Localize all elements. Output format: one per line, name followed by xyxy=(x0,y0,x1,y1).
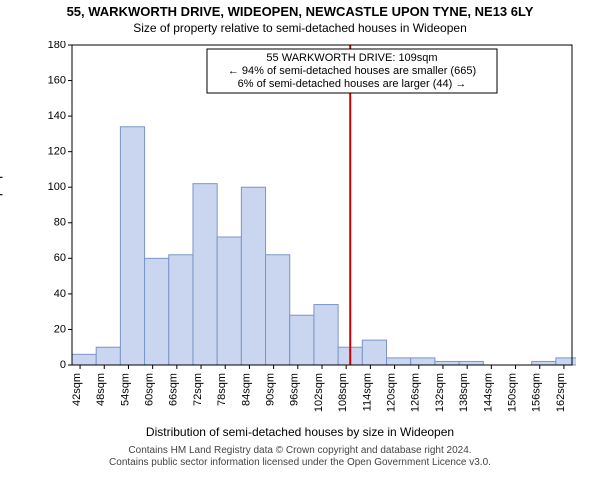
histogram-bar xyxy=(411,358,435,365)
y-tick-label: 20 xyxy=(54,323,66,335)
y-tick-label: 80 xyxy=(54,217,66,229)
x-tick-label: 126sqm xyxy=(410,373,422,412)
histogram-bar xyxy=(532,361,556,365)
x-tick-label: 60sqm xyxy=(144,373,156,406)
y-axis-label: Number of semi-detached properties xyxy=(0,143,3,338)
x-tick-label: 102sqm xyxy=(313,373,325,412)
x-tick-label: 54sqm xyxy=(119,373,131,406)
histogram-bar xyxy=(96,347,120,365)
x-tick-label: 66sqm xyxy=(168,373,180,406)
chart-container: Number of semi-detached properties 02040… xyxy=(24,41,576,439)
x-tick-label: 162sqm xyxy=(555,373,567,412)
x-tick-label: 114sqm xyxy=(361,373,373,411)
histogram-bar xyxy=(362,340,386,365)
y-tick-label: 0 xyxy=(60,359,66,371)
page-title: 55, WARKWORTH DRIVE, WIDEOPEN, NEWCASTLE… xyxy=(67,4,534,19)
histogram-bar xyxy=(72,354,96,365)
histogram-bar xyxy=(169,255,193,365)
histogram-bar xyxy=(145,258,169,365)
y-tick-label: 160 xyxy=(48,74,66,86)
y-tick-label: 60 xyxy=(54,252,66,264)
footer-line-1: Contains HM Land Registry data © Crown c… xyxy=(109,445,491,457)
histogram-bar xyxy=(556,358,576,365)
y-tick-label: 100 xyxy=(48,181,66,193)
x-tick-label: 138sqm xyxy=(458,373,470,412)
footer-attribution: Contains HM Land Registry data © Crown c… xyxy=(109,445,491,469)
histogram-bar xyxy=(387,358,411,365)
footer-line-2: Contains public sector information licen… xyxy=(109,457,491,469)
annotation-line-1: 55 WARKWORTH DRIVE: 109sqm xyxy=(266,52,437,64)
annotation-line-3: 6% of semi-detached houses are larger (4… xyxy=(238,78,467,90)
x-tick-label: 42sqm xyxy=(71,373,83,406)
x-tick-label: 78sqm xyxy=(216,373,228,406)
x-tick-label: 120sqm xyxy=(385,373,397,412)
page-subtitle: Size of property relative to semi-detach… xyxy=(133,21,467,35)
x-tick-label: 48sqm xyxy=(95,373,107,406)
histogram-bar xyxy=(120,127,144,365)
x-tick-label: 84sqm xyxy=(240,373,252,406)
histogram-bar xyxy=(266,255,290,365)
y-tick-label: 180 xyxy=(48,41,66,51)
x-tick-label: 132sqm xyxy=(434,373,446,412)
histogram-chart: 0 20 40 60 80 100 120 140 160 180 42sqm 48sqm 54sqm 6… xyxy=(24,41,576,423)
histogram-bar xyxy=(435,361,459,365)
annotation-line-2: ← 94% of semi-detached houses are smalle… xyxy=(228,65,476,77)
x-tick-label: 90sqm xyxy=(265,373,277,406)
x-tick-label: 72sqm xyxy=(192,373,204,406)
y-tick-label: 40 xyxy=(54,288,66,300)
x-tick-label: 156sqm xyxy=(531,373,543,412)
histogram-bar xyxy=(290,315,314,365)
histogram-bar xyxy=(314,305,338,365)
histogram-bar xyxy=(193,184,217,365)
x-axis-label: Distribution of semi-detached houses by … xyxy=(24,425,576,439)
x-tick-label: 96sqm xyxy=(289,373,301,406)
histogram-bar xyxy=(241,187,265,365)
x-tick-label: 144sqm xyxy=(482,373,494,412)
y-tick-label: 120 xyxy=(48,146,66,158)
histogram-bar xyxy=(459,361,483,365)
x-tick-label: 150sqm xyxy=(506,373,518,412)
y-tick-label: 140 xyxy=(48,110,66,122)
histogram-bar xyxy=(217,237,241,365)
x-tick-label: 108sqm xyxy=(337,373,349,412)
